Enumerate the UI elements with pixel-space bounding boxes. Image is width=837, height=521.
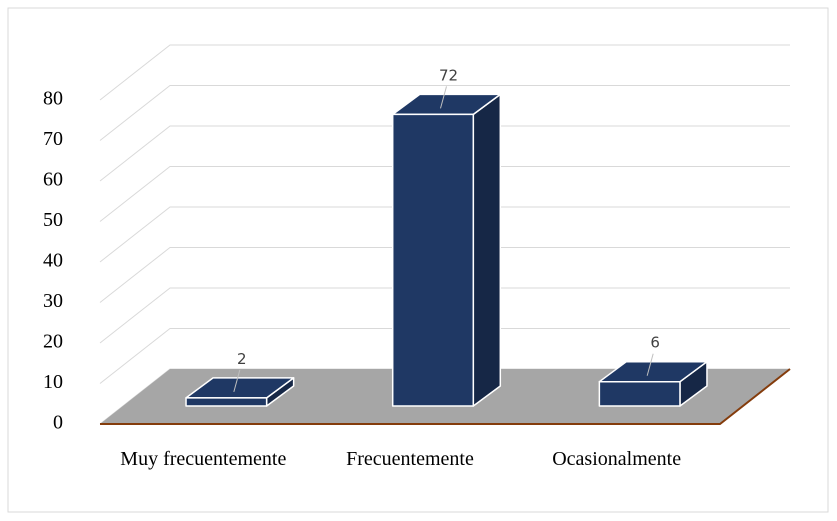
x-tick-label: Muy frecuentemente — [120, 448, 287, 470]
grid-line — [99, 125, 790, 182]
y-tick-label: 60 — [43, 169, 63, 191]
y-tick-label: 20 — [43, 331, 63, 353]
grid-line — [99, 44, 790, 101]
grid-line — [99, 166, 790, 222]
y-tick-label: 70 — [43, 128, 63, 150]
grid-line — [99, 287, 790, 344]
data-label: 6 — [650, 334, 660, 352]
bar-side — [472, 93, 502, 407]
grid-line — [99, 247, 790, 303]
y-tick-label: 40 — [43, 250, 63, 272]
grid-line — [99, 206, 790, 263]
bar — [391, 113, 475, 407]
leader-line — [646, 353, 654, 376]
floor-edge — [100, 368, 791, 425]
leader-line — [233, 369, 241, 393]
data-label: 72 — [439, 66, 458, 84]
y-tick-label: 30 — [43, 290, 63, 312]
grid-line — [99, 85, 790, 141]
data-label: 2 — [237, 350, 247, 368]
y-tick-label: 80 — [43, 88, 63, 110]
y-tick-label: 50 — [43, 209, 63, 231]
bar — [598, 380, 681, 407]
leader-line — [440, 86, 447, 109]
bar — [185, 397, 268, 407]
x-tick-label: Ocasionalmente — [552, 448, 682, 470]
y-tick-label: 10 — [43, 371, 63, 393]
x-tick-label: Frecuentemente — [346, 448, 474, 470]
grid-line — [99, 328, 790, 384]
y-tick-label: 0 — [53, 412, 63, 434]
